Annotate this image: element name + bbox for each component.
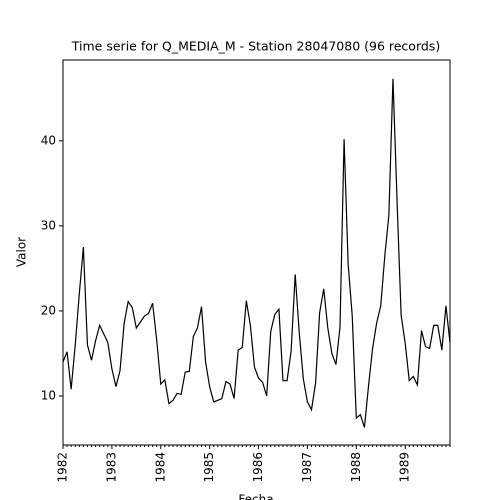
x-tick-label: 1983 <box>104 452 118 483</box>
plot-frame <box>62 59 451 446</box>
x-tick-label: 1988 <box>349 452 363 483</box>
x-tick-label: 1984 <box>153 452 167 483</box>
chart-title: Time serie for Q_MEDIA_M - Station 28047… <box>71 39 440 54</box>
x-tick-label: 1986 <box>251 452 265 483</box>
y-tick-label: 10 <box>41 389 56 403</box>
y-axis-label: Valor <box>15 237 29 267</box>
y-tick-label: 20 <box>41 303 56 317</box>
x-axis-label: Fecha <box>238 493 273 500</box>
line <box>62 78 451 428</box>
x-tick-label: 1982 <box>56 452 70 483</box>
x-tick-label: 1989 <box>398 452 412 483</box>
x-tick-label: 1987 <box>300 452 314 483</box>
x-tick-label: 1985 <box>202 452 216 483</box>
y-tick-label: 40 <box>41 133 56 147</box>
y-tick-label: 30 <box>41 218 56 232</box>
